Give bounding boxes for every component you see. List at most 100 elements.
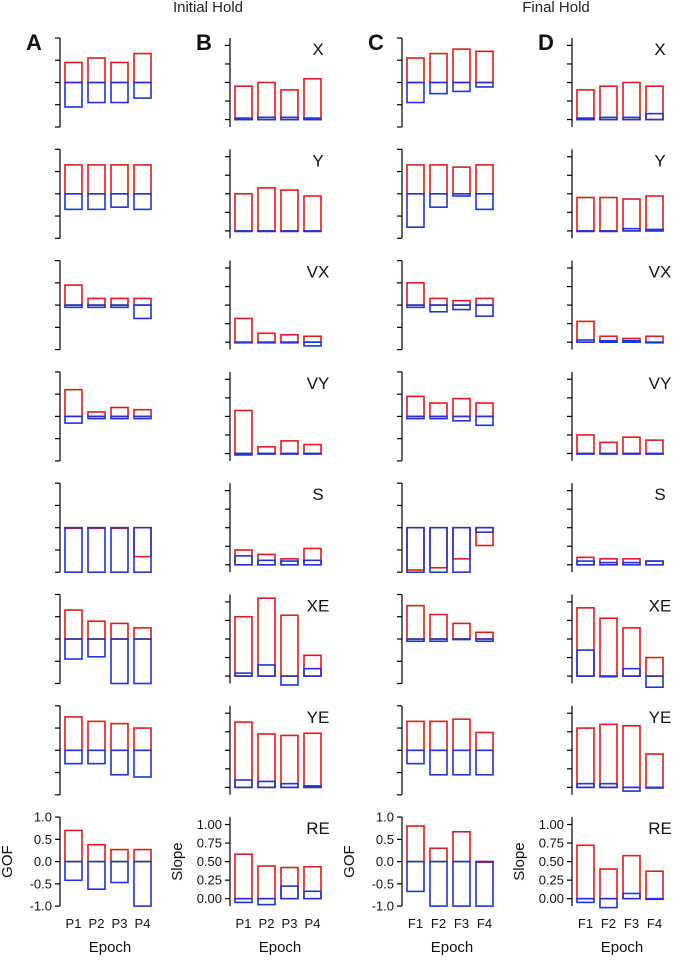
col-c-re-red-box-f3 (452, 830, 471, 863)
col-d-xe-red-box-f4 (645, 656, 664, 677)
col-d-ye-red-box-f2 (599, 723, 618, 789)
col-b-re-tick-label: 0.75 (197, 836, 222, 851)
col-a-x-blue-box-p1 (64, 81, 83, 108)
col-c-vy-red-box-f4 (475, 402, 494, 418)
col-c-s-blue-box-f3 (452, 526, 471, 574)
col-a-xe-blue-box-p3 (110, 638, 129, 685)
col-b-vy-red-box-p1 (234, 409, 253, 455)
col-a-re-red-box-p1 (64, 829, 83, 863)
col-b-re-variable-label: RE (306, 819, 330, 838)
col-c-vy-blue-box-f3 (452, 415, 471, 422)
col-a-x-red-box-p4 (133, 52, 152, 84)
col-c-vx-red-box-f1 (406, 282, 425, 306)
col-b-vy-red-box-p2 (257, 446, 276, 455)
col-c-vx-blue-box-f4 (475, 304, 494, 318)
col-b-ye-blue-box-p3 (280, 782, 299, 789)
col-c-ye-blue-box-f3 (452, 749, 471, 776)
col-c-re-red-box-f2 (429, 847, 448, 863)
col-d-re-tick-label: 1.00 (539, 817, 564, 832)
col-d-y-variable-label: Y (654, 151, 665, 170)
col-d-x-variable-label: X (654, 40, 665, 59)
col-c-y-red-box-f2 (429, 164, 448, 195)
col-d-ye-red-box-f1 (576, 727, 595, 789)
col-b-x-blue-box-p4 (303, 117, 322, 121)
col-a-x-red-box-p1 (64, 61, 83, 84)
col-a-ye-blue-box-p3 (110, 749, 129, 776)
col-b-re-red-box-p1 (234, 853, 253, 900)
col-d-s-blue-box-f2 (599, 561, 618, 566)
col-b-ye-red-box-p2 (257, 733, 276, 789)
col-b-xe-blue-box-p3 (280, 675, 299, 686)
col-c-x-red-box-f2 (429, 52, 448, 84)
col-c-y-blue-box-f1 (406, 193, 425, 228)
col-d-vy-blue-box-f2 (599, 452, 618, 455)
col-b-y-red-box-p2 (257, 187, 276, 232)
col-b-y-blue-box-p3 (280, 230, 299, 233)
col-b-xe-blue-box-p4 (303, 667, 322, 677)
col-b-y-blue-box-p2 (257, 230, 276, 233)
col-a-vx-red-box-p4 (133, 297, 152, 306)
col-c-s-blue-box-f1 (406, 526, 425, 574)
col-c-xe-blue-box-f3 (452, 638, 471, 641)
col-c-vx-red-box-f2 (429, 297, 448, 306)
col-c-vy-red-box-f2 (429, 402, 448, 418)
col-a-vy-blue-box-p1 (64, 415, 83, 424)
col-d-ye-blue-box-f1 (576, 782, 595, 789)
col-c-xe-blue-box-f4 (475, 638, 494, 643)
col-c-vy-blue-box-f2 (429, 415, 448, 420)
col-c-vy-blue-box-f4 (475, 415, 494, 427)
col-d-vx-red-box-f4 (645, 335, 664, 343)
col-c-re-category-label: F2 (431, 916, 446, 931)
col-d-re-blue-box-f3 (622, 892, 641, 900)
col-b-x-red-box-p3 (280, 89, 299, 121)
col-d-vx-blue-box-f3 (622, 339, 641, 343)
col-c-re-red-box-f1 (406, 825, 425, 863)
col-b-s-red-box-p4 (303, 547, 322, 566)
panel-letter-b: B (196, 30, 212, 55)
col-a-xe-red-box-p4 (133, 627, 152, 640)
col-d-re-red-box-f3 (622, 854, 641, 900)
col-c-s-blue-box-f4 (475, 526, 494, 533)
col-c-vx-red-box-f4 (475, 297, 494, 306)
col-b-re-tick-label: 0.50 (197, 854, 222, 869)
col-d-vy-blue-box-f1 (576, 452, 595, 455)
panel-letter-a: A (26, 30, 42, 55)
col-a-x-blue-box-p2 (87, 81, 106, 104)
col-d-x-red-box-f3 (622, 81, 641, 121)
col-d-xe-red-box-f1 (576, 607, 595, 677)
col-d-re-variable-label: RE (648, 819, 672, 838)
col-c-ye-red-box-f1 (406, 720, 425, 752)
col-b-vy-red-box-p4 (303, 443, 322, 455)
col-a-xe-blue-box-p1 (64, 638, 83, 660)
col-a-y-blue-box-p2 (87, 193, 106, 211)
col-c-s-red-box-f4 (475, 526, 494, 547)
col-b-xe-blue-box-p2 (257, 664, 276, 677)
col-b-vy-blue-box-p4 (303, 452, 322, 455)
col-d-ye-blue-box-f2 (599, 782, 618, 789)
col-d-x-axis-label: Epoch (601, 939, 644, 956)
col-b-re-red-box-p2 (257, 865, 276, 900)
col-d-vy-red-box-f1 (576, 434, 595, 455)
col-c-re-tick-label: -1.0 (372, 899, 394, 914)
col-b-vx-red-box-p3 (280, 333, 299, 343)
col-c-re-tick-label: 0.0 (376, 854, 394, 869)
col-a-y-red-box-p1 (64, 164, 83, 195)
col-d-vx-red-box-f1 (576, 320, 595, 343)
col-c-y-axis-label: GOF (341, 845, 358, 878)
col-d-xe-variable-label: XE (649, 597, 672, 616)
col-b-xe-red-box-p3 (280, 614, 299, 677)
col-c-ye-red-box-f4 (475, 731, 494, 752)
col-c-x-red-box-f3 (452, 48, 471, 84)
col-d-vy-red-box-f2 (599, 441, 618, 455)
col-a-xe-blue-box-p4 (133, 638, 152, 685)
col-b-xe-blue-box-p1 (234, 672, 253, 677)
col-b-re-blue-box-p2 (257, 897, 276, 906)
col-d-vy-red-box-f3 (622, 436, 641, 455)
col-b-ye-red-box-p1 (234, 721, 253, 789)
col-d-re-red-box-f4 (645, 870, 664, 900)
col-b-xe-variable-label: XE (307, 597, 330, 616)
col-c-ye-red-box-f3 (452, 718, 471, 752)
col-d-y-red-box-f3 (622, 198, 641, 232)
